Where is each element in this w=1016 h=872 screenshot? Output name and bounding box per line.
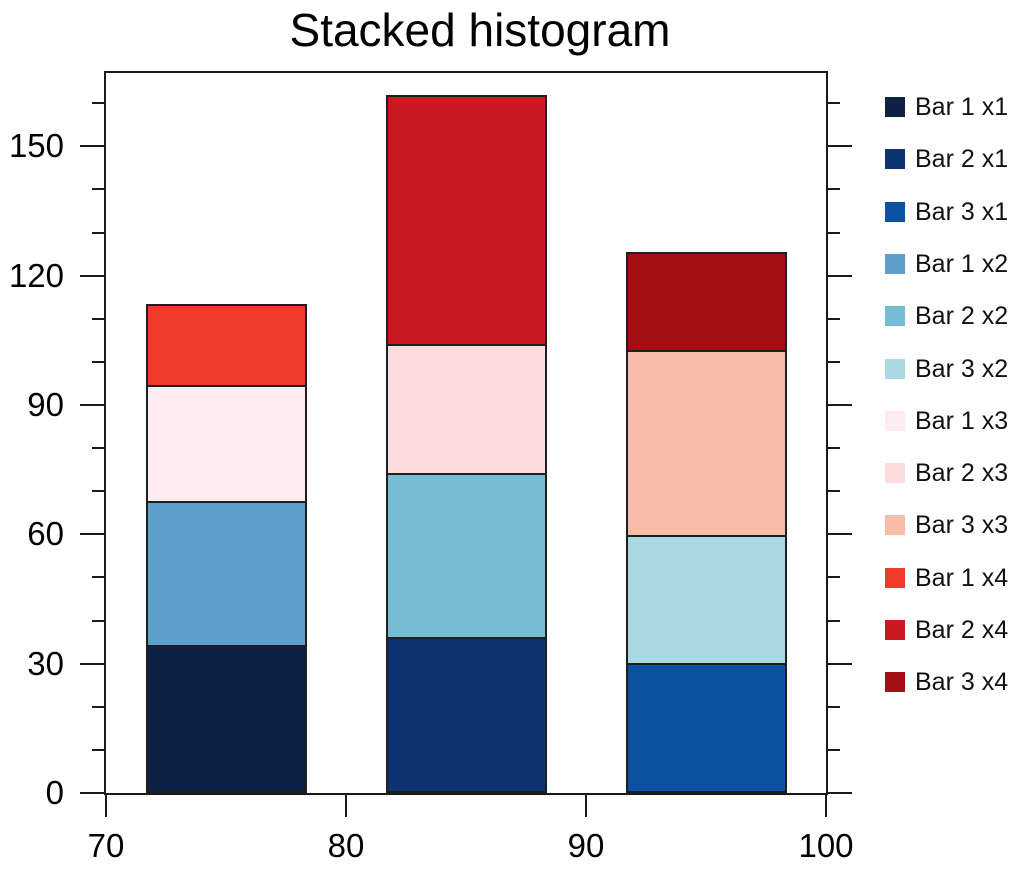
legend-label: Bar 2 x3 [915,459,1009,488]
y-axis-major-tick [80,145,106,148]
bar-segment-bar-1-x3 [146,385,307,502]
y-axis-major-tick [80,403,106,406]
y-axis-minor-tick-right [826,619,840,622]
y-axis-minor-tick [92,576,106,579]
bar-segment-divider [146,500,307,503]
bar-segment-divider [386,636,547,639]
bar-segment-bar-2-x1 [386,637,547,793]
x-axis-tick-label: 80 [327,827,365,864]
y-axis-major-tick-right [826,145,852,148]
y-axis-minor-tick [92,102,106,105]
y-axis-minor-tick [92,490,106,493]
y-axis-minor-tick-right [826,447,840,450]
bar-segment-divider [146,384,307,387]
bar-segment-bar-3-x2 [626,536,787,664]
y-axis-minor-tick-right [826,102,840,105]
bar-segment-bar-1-x2 [146,501,307,647]
plot-border [104,71,828,795]
legend-swatch [885,672,905,693]
legend-label: Bar 2 x4 [915,616,1009,644]
x-axis-tick-label: 90 [567,827,605,864]
legend-swatch [885,201,905,222]
legend-swatch [885,567,905,588]
y-axis-minor-tick-right [826,360,840,363]
y-axis-tick-label: 150 [8,127,64,165]
legend-label: Bar 3 x1 [915,197,1009,226]
y-axis-major-tick [80,662,106,665]
bar-segment-bar-2-x3 [386,344,547,474]
legend-label: Bar 3 x2 [915,354,1009,383]
legend-swatch [885,410,905,431]
legend-swatch [885,358,905,379]
bar-segment-divider [386,472,547,475]
y-axis-major-tick-right [826,792,852,794]
legend-swatch [885,620,905,640]
y-axis-tick-label: 60 [27,515,64,553]
bar-segment-divider [626,535,787,538]
y-axis-minor-tick-right [826,317,840,320]
y-axis-major-tick [80,533,106,536]
bar-outline [386,94,547,793]
y-axis-major-tick-right [826,403,852,406]
y-axis-minor-tick [92,360,106,363]
bar-outline [626,251,787,793]
y-axis-minor-tick [92,231,106,234]
y-axis-major-tick-right [826,274,852,277]
x-axis-tick [105,793,107,817]
y-axis-tick-label: 30 [27,644,64,682]
y-axis-minor-tick-right [826,748,840,751]
x-axis-tick [585,793,587,817]
y-axis-minor-tick-right [826,576,840,579]
legend-swatch [885,463,905,484]
y-axis-major-tick [80,792,106,794]
legend-swatch [885,253,905,274]
x-axis-tick-label: 70 [87,827,125,864]
legend-label: Bar 1 x2 [915,249,1009,278]
y-axis-minor-tick [92,705,106,708]
y-axis-major-tick-right [826,533,852,536]
bar-segment-bar-1-x1 [146,646,307,793]
x-axis-tick [345,793,347,817]
y-axis-minor-tick-right [826,188,840,191]
y-axis-minor-tick-right [826,490,840,493]
y-axis-minor-tick [92,447,106,450]
y-axis-minor-tick [92,188,106,191]
x-axis-tick [825,793,827,817]
y-axis-major-tick [80,274,106,277]
bar-segment-bar-3-x4 [626,251,787,352]
bar-segment-bar-3-x3 [626,351,787,537]
y-axis-tick-label: 90 [27,385,64,423]
bar-segment-divider [386,343,547,346]
legend-label: Bar 3 x4 [915,668,1009,697]
bar-segment-divider [626,350,787,353]
legend-label: Bar 1 x3 [915,406,1009,435]
bar-segment-bar-2-x4 [386,94,547,345]
y-axis-minor-tick [92,317,106,320]
y-axis-minor-tick [92,619,106,622]
legend-swatch [885,306,905,327]
legend-label: Bar 1 x4 [915,563,1009,592]
y-axis-tick-label: 0 [45,774,64,811]
y-axis-minor-tick-right [826,705,840,708]
legend-label: Bar 3 x3 [915,511,1009,540]
bar-segment-bar-3-x1 [626,663,787,793]
bar-segment-divider [146,645,307,648]
legend-label: Bar 2 x1 [915,145,1009,174]
bar-segment-bar-2-x2 [386,473,547,638]
y-axis-minor-tick [92,748,106,751]
legend-label: Bar 1 x1 [915,93,1009,121]
y-axis-tick-label: 120 [8,256,64,294]
bar-segment-bar-1-x4 [146,303,307,386]
bar-outline [146,303,307,793]
chart-title: Stacked histogram [289,4,671,56]
y-axis-major-tick-right [826,662,852,665]
legend-swatch [885,97,905,117]
x-axis-tick-label: 100 [798,827,854,864]
bar-segment-divider [626,662,787,665]
y-axis-minor-tick-right [826,231,840,234]
legend-swatch [885,515,905,536]
legend-swatch [885,149,905,170]
legend-label: Bar 2 x2 [915,302,1009,331]
